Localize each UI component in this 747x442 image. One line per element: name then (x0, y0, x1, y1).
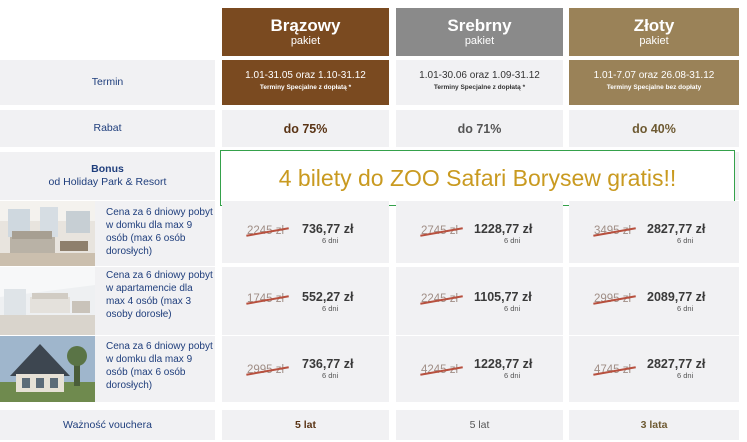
old-price: 2245 zł (421, 293, 459, 305)
old-price: 2745 zł (421, 225, 459, 237)
package-header-silver: Srebrny pakiet (396, 8, 563, 56)
offer-desc-bg (95, 336, 215, 402)
price-cell: 4745 zł 2827,77 zł 6 dni (569, 336, 739, 402)
offer-description: Cena za 6 dniowy pobyt w domku dla max 9… (106, 341, 213, 391)
new-price: 1228,77 zł (474, 357, 533, 371)
price-cell: 1745 zł 552,27 zł 6 dni (222, 267, 389, 335)
days-label: 6 dni (322, 371, 339, 380)
term-silver: 1.01-30.06 oraz 1.09-31.12 Terminy Specj… (396, 60, 563, 105)
new-price: 552,27 zł (302, 290, 354, 304)
rabat-label: Rabat (0, 110, 215, 147)
discount-silver: do 71% (396, 110, 563, 147)
validity-brown: 5 lat (222, 410, 389, 440)
offer-description: Cena za 6 dniowy pobyt w domku dla max 9… (106, 207, 213, 257)
offer-desc-bg (95, 201, 215, 266)
voucher-label: Ważność vouchera (0, 410, 215, 440)
old-price: 1745 zł (247, 293, 285, 305)
price-cell: 3495 zł 2827,77 zł 6 dni (569, 201, 739, 263)
new-price: 1228,77 zł (474, 222, 533, 236)
days-label: 6 dni (677, 371, 694, 380)
house-exterior-photo (0, 336, 95, 402)
old-price: 4245 zł (421, 364, 459, 376)
validity-gold: 3 lata (569, 410, 739, 440)
package-name: Brązowy (270, 16, 341, 35)
days-label: 6 dni (504, 371, 521, 380)
days-label: 6 dni (677, 236, 694, 245)
package-sub: pakiet (464, 35, 495, 47)
price-cell: 2995 zł 736,77 zł 6 dni (222, 336, 389, 402)
days-label: 6 dni (504, 304, 521, 313)
term-range: 1.01-30.06 oraz 1.09-31.12 (419, 70, 540, 81)
days-label: 6 dni (504, 236, 521, 245)
price-cell: 2995 zł 2089,77 zł 6 dni (569, 267, 739, 335)
package-name: Złoty (633, 16, 675, 35)
days-label: 6 dni (322, 236, 339, 245)
days-label: 6 dni (677, 304, 694, 313)
package-header-gold: Złoty pakiet (569, 8, 739, 56)
offer-desc-bg (95, 267, 215, 335)
term-brown: 1.01-31.05 oraz 1.10-31.12 Terminy Specj… (222, 60, 389, 105)
apartment-photo (0, 267, 95, 335)
bonus-sub: od Holiday Park & Resort (48, 176, 167, 188)
term-gold: 1.01-7.07 oraz 26.08-31.12 Terminy Specj… (569, 60, 739, 105)
package-name: Srebrny (447, 16, 512, 35)
package-header-brown: Brązowy pakiet (222, 8, 389, 56)
old-price: 2995 zł (247, 364, 285, 376)
new-price: 2089,77 zł (647, 290, 706, 304)
package-sub: pakiet (290, 35, 321, 47)
new-price: 2827,77 zł (647, 357, 706, 371)
price-cell: 2245 zł 1105,77 zł 6 dni (396, 267, 563, 335)
term-note: Terminy Specjalne z dopłatą * (433, 84, 526, 91)
living-room-photo (0, 201, 95, 266)
validity-silver: 5 lat (396, 410, 563, 440)
bonus-label: Bonus (91, 163, 124, 175)
old-price: 4745 zł (594, 364, 632, 376)
new-price: 1105,77 zł (474, 290, 532, 304)
new-price: 736,77 zł (302, 222, 354, 236)
bonus-label-cell: Bonus od Holiday Park & Resort (0, 152, 215, 200)
bonus-banner: 4 bilety do ZOO Safari Borysew gratis!! (220, 150, 735, 206)
term-note: Terminy Specjalne bez dopłaty (606, 84, 702, 91)
discount-gold: do 40% (569, 110, 739, 147)
discount-brown: do 75% (222, 110, 389, 147)
price-cell: 2245 zł 736,77 zł 6 dni (222, 201, 389, 263)
new-price: 736,77 zł (302, 357, 354, 371)
package-sub: pakiet (639, 35, 669, 47)
days-label: 6 dni (322, 304, 339, 313)
term-range: 1.01-31.05 oraz 1.10-31.12 (245, 70, 366, 81)
termin-label: Termin (0, 60, 215, 105)
price-cell: 4245 zł 1228,77 zł 6 dni (396, 336, 563, 402)
old-price: 3495 zł (594, 225, 632, 237)
old-price: 2245 zł (247, 225, 285, 237)
term-note: Terminy Specjalne z dopłatą * (259, 84, 352, 91)
term-range: 1.01-7.07 oraz 26.08-31.12 (593, 70, 715, 81)
old-price: 2995 zł (594, 293, 632, 305)
new-price: 2827,77 zł (647, 222, 706, 236)
price-cell: 2745 zł 1228,77 zł 6 dni (396, 201, 563, 263)
offer-description: Cena za 6 dniowy pobyt w apartamencie dl… (106, 270, 213, 320)
